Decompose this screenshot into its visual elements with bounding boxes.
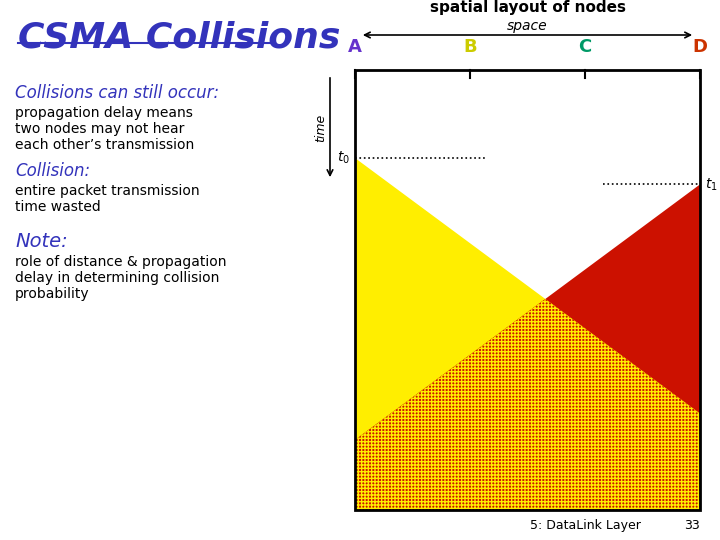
Polygon shape [355,299,700,510]
Text: 5: DataLink Layer: 5: DataLink Layer [530,519,641,532]
Text: D: D [693,38,708,56]
Text: Collisions can still occur:: Collisions can still occur: [15,84,219,102]
Polygon shape [355,184,700,510]
Text: role of distance & propagation: role of distance & propagation [15,255,227,269]
Text: two nodes may not hear: two nodes may not hear [15,122,184,136]
Text: $t_1$: $t_1$ [705,176,718,193]
Text: space: space [507,19,548,33]
Text: B: B [463,38,477,56]
Text: entire packet transmission: entire packet transmission [15,184,199,198]
Text: propagation delay means: propagation delay means [15,106,193,120]
Text: delay in determining collision: delay in determining collision [15,271,220,285]
Polygon shape [355,299,700,510]
Text: spatial layout of nodes: spatial layout of nodes [430,0,626,15]
Text: 33: 33 [684,519,700,532]
Text: probability: probability [15,287,89,301]
Bar [355,70,700,510]
Text: CSMA Collisions: CSMA Collisions [18,20,341,54]
Text: time wasted: time wasted [15,200,101,214]
Text: each other’s transmission: each other’s transmission [15,138,194,152]
Text: time: time [315,113,328,141]
Text: A: A [348,38,362,56]
Polygon shape [355,158,700,510]
Text: Note:: Note: [15,232,68,251]
Text: C: C [578,38,592,56]
Text: Collision:: Collision: [15,162,90,180]
Text: $t_0$: $t_0$ [337,150,350,166]
